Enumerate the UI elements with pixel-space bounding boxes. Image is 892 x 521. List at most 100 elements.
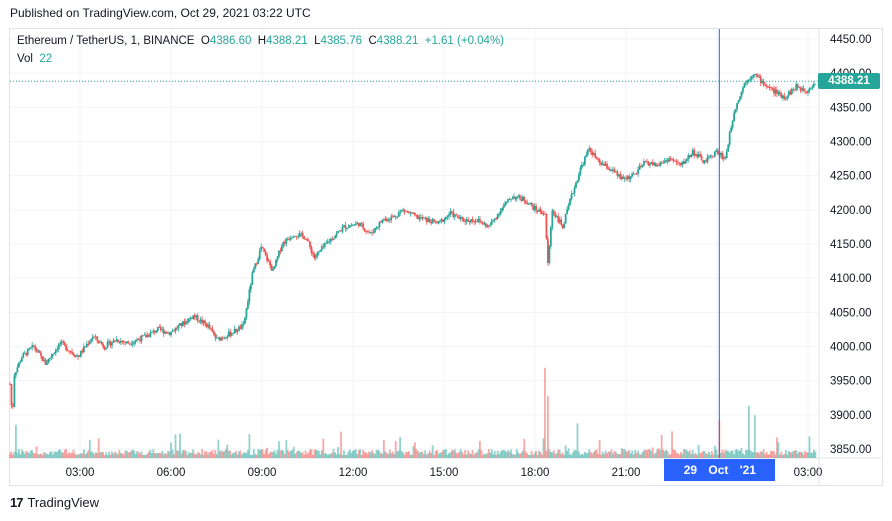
volume-bar <box>694 452 697 458</box>
chart-frame[interactable] <box>9 28 883 486</box>
volume-bar <box>745 449 747 458</box>
volume-bar <box>28 453 31 458</box>
candle-body <box>810 88 812 90</box>
candle-body <box>238 326 240 332</box>
candle-body <box>99 342 102 343</box>
volume-bar <box>399 437 402 458</box>
candle-body <box>663 160 666 164</box>
volume-bar <box>651 447 654 458</box>
tradingview-brand[interactable]: 17 TradingView <box>10 495 99 510</box>
volume-bar <box>430 452 433 458</box>
volume-bar <box>300 453 303 458</box>
volume-bar <box>230 454 233 458</box>
candle-body <box>749 78 752 81</box>
volume-bar <box>100 451 103 458</box>
candle-body <box>632 173 635 175</box>
volume-bar <box>75 454 78 458</box>
volume-bar <box>316 450 319 458</box>
volume-bar <box>764 454 767 458</box>
candle-body <box>484 223 487 227</box>
volume-bar <box>786 454 789 458</box>
candle-body <box>408 211 410 214</box>
volume-bar <box>406 451 409 458</box>
candle-body <box>12 405 14 407</box>
candle-body <box>499 210 502 215</box>
candle-body <box>752 74 755 77</box>
volume-bar <box>44 452 47 458</box>
candle-body <box>295 236 298 238</box>
volume-bar <box>449 452 452 458</box>
volume-bar <box>623 449 626 458</box>
volume-bar <box>291 449 294 458</box>
volume-bar <box>12 454 14 458</box>
candle-body <box>402 209 404 211</box>
volume-bar <box>378 451 381 458</box>
volume-bar <box>668 454 670 458</box>
candle-body <box>708 156 710 158</box>
candle-body <box>341 226 344 232</box>
candle-body <box>196 315 199 321</box>
volume-bar <box>204 451 206 458</box>
candle-body <box>430 221 433 224</box>
volume-bar <box>143 454 146 458</box>
volume-bar <box>581 453 583 458</box>
candle-body <box>399 211 402 214</box>
volume-bar <box>810 452 812 458</box>
candle-body <box>535 205 537 211</box>
candle-body <box>798 87 801 89</box>
candle-body <box>750 76 753 79</box>
volume-bar <box>275 453 277 458</box>
candle-body <box>184 321 187 325</box>
candle-body <box>10 384 13 406</box>
volume-bar <box>411 454 413 458</box>
candle-body <box>176 327 178 329</box>
candle-body <box>34 346 37 350</box>
volume-bar <box>97 438 100 458</box>
volume-bar <box>50 451 53 458</box>
candle-body <box>635 173 638 175</box>
candle-body <box>306 239 308 241</box>
volume-bar <box>647 449 650 458</box>
tradingview-logo-icon: 17 <box>10 495 24 510</box>
candle-body <box>164 331 167 334</box>
candle-body <box>273 266 276 270</box>
candle-body <box>684 160 687 164</box>
volume-bar <box>164 452 167 458</box>
volume-bar <box>750 451 753 458</box>
candle-body <box>281 245 283 252</box>
volume-bar <box>365 452 368 458</box>
candle-body <box>374 227 376 233</box>
candle-body <box>369 232 372 233</box>
volume-bar <box>118 450 121 458</box>
candle-body <box>50 356 53 358</box>
candle-body <box>279 250 282 252</box>
volume-bar <box>777 442 780 458</box>
volume-bar <box>23 453 26 458</box>
candle-body <box>555 216 558 217</box>
volume-bar <box>549 452 552 458</box>
candle-body <box>681 161 684 166</box>
volume-bar <box>483 453 486 458</box>
volume-bar <box>309 449 311 458</box>
volume-bar <box>236 454 239 458</box>
candle-body <box>213 331 215 335</box>
volume-bar <box>685 450 688 458</box>
volume-bar <box>71 452 73 458</box>
candle-body <box>614 171 617 173</box>
volume-bar <box>77 454 79 458</box>
candle-body <box>662 162 665 164</box>
candle-body <box>789 91 792 95</box>
candle-body <box>617 174 620 176</box>
volume-bar <box>714 445 716 458</box>
symbol-title[interactable]: Ethereum / TetherUS, 1, BINANCE <box>17 35 195 47</box>
candle-body <box>474 221 477 223</box>
candle-body <box>66 350 69 351</box>
candle-body <box>505 201 508 204</box>
volume-bar <box>223 451 226 458</box>
volume-bar <box>680 451 682 458</box>
volume-bar <box>480 450 483 458</box>
volume-bar <box>310 449 313 458</box>
volume-bar <box>115 452 118 458</box>
candle-body <box>82 346 85 353</box>
